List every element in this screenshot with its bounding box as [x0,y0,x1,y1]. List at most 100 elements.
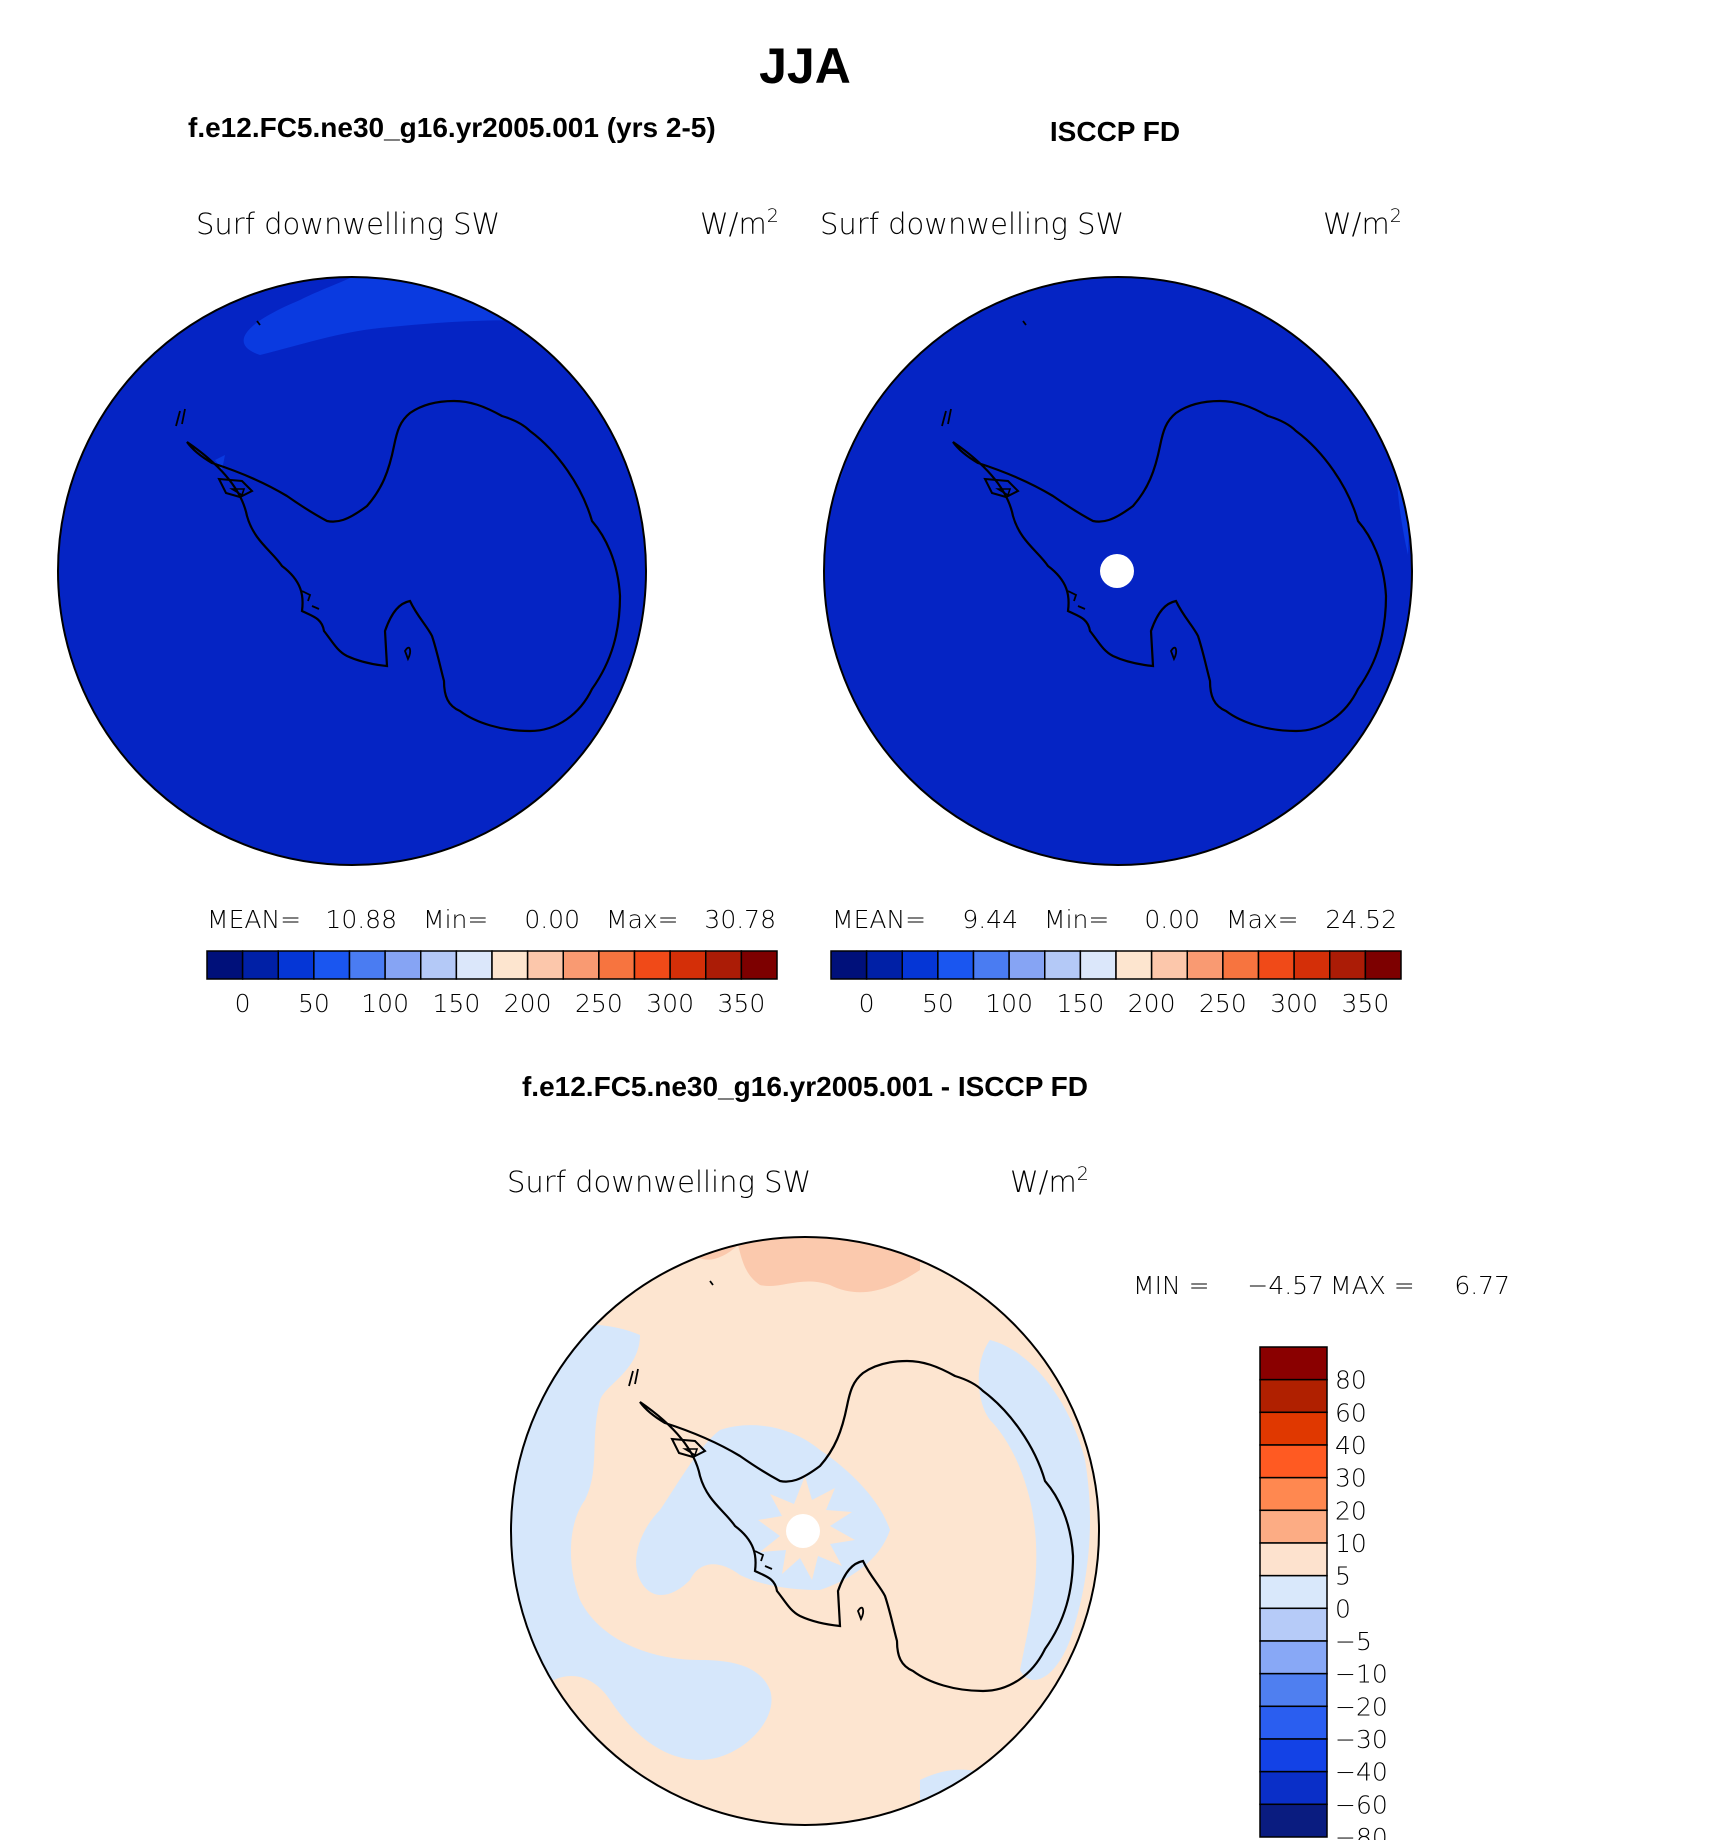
panel2-var-label: Surf downwelling SW [820,207,1124,241]
diff-colorbar-swatch [1259,1705,1328,1740]
diff-colorbar-swatch [1259,1378,1328,1414]
diff-negative-east [978,1340,1090,1680]
panel2-colorbar-swatch [1329,950,1367,980]
diff-colorbar-swatch [1259,1411,1328,1446]
panel1-colorbar-swatch [241,950,279,980]
diff-max-label: MAX = [1330,1271,1415,1300]
diff-colorbar-tick-label: 30 [1335,1464,1367,1493]
diff-max-value: 6.77 [1454,1271,1510,1300]
season-title: JJA [759,38,851,94]
panel2-mean-label: MEAN= [832,905,926,934]
panel1-colorbar-swatch [562,950,600,980]
diff-colorbar-tick-label: 60 [1335,1398,1367,1427]
panel1-colorbar-tick-label: 350 [718,989,766,1018]
panel2-colorbar-swatch [830,950,868,980]
diff-var-label: Surf downwelling SW [507,1165,811,1199]
diff-colorbar-tick-label: −20 [1335,1692,1388,1721]
diff-pole-hole [786,1514,820,1548]
panel2-pole-hole [1100,554,1134,588]
panel2-colorbar-swatch [901,950,939,980]
panel2-colorbar-tick-label: 150 [1057,989,1105,1018]
diff-colorbar-tick-label: 0 [1335,1594,1351,1623]
panel1-stats: MEAN= 10.88 Min= 0.00 Max= 30.78 [207,905,776,934]
panel1-colorbar-swatch [384,950,422,980]
panel2-colorbar-swatch [1115,950,1153,980]
panel2-stats: MEAN= 9.44 Min= 0.00 Max= 24.52 [832,905,1397,934]
diff-colorbar-tick-label: −30 [1335,1725,1388,1754]
diff-min-label: MIN = [1133,1271,1210,1300]
panel1-mean-label: MEAN= [207,905,301,934]
panel1-colorbar-swatch [420,950,458,980]
panel2-colorbar-tick-label: 350 [1342,989,1390,1018]
diff-colorbar-swatch [1259,1738,1328,1773]
panel1-colorbar-tick-label: 50 [298,989,330,1018]
panel2-min-label: Min= [1044,905,1109,934]
panel2-colorbar-tick-label: 100 [985,989,1033,1018]
diff-colorbar: 80 60 40 30 20 10 5 0 −5 −10 −20 −30 −40 −60 −80 [1259,1346,1388,1840]
panel2-colorbar-swatch [1150,950,1188,980]
panel2-colorbar-tick-label: 300 [1270,989,1318,1018]
panel1-ocean [58,277,646,865]
diff-colorbar-tick-label: −5 [1335,1627,1372,1656]
panel2-colorbar-tick-label: 200 [1128,989,1176,1018]
diff-colorbar-tick-label: 40 [1335,1431,1367,1460]
panel2-colorbar-swatch [1044,950,1082,980]
panel1-header: f.e12.FC5.ne30_g16.yr2005.001 (yrs 2-5) [188,112,716,143]
diff-colorbar-tick-label: 80 [1335,1366,1367,1395]
panel1-colorbar-tick-label: 250 [575,989,623,1018]
diff-colorbar-swatch [1259,1607,1328,1642]
diff-min-value: −4.57 [1247,1271,1324,1300]
diff-colorbar-swatch [1259,1444,1328,1479]
panel2-colorbar-swatch [1222,950,1260,980]
diff-colorbar-tick-label: 20 [1335,1496,1367,1525]
panel2-colorbar-swatch [865,950,903,980]
panel1-max-label: Max= [606,905,679,934]
panel1-colorbar-swatch [740,950,778,980]
diff-colorbar-swatch [1259,1672,1328,1708]
panel2-colorbar: 0 50 100 150 200 250 300 350 [830,950,1402,1018]
panel1-colorbar-swatch [313,950,351,980]
diff-colorbar-tick-label: 5 [1335,1562,1351,1591]
panel2-colorbar-swatch [1008,950,1046,980]
panel2-colorbar-tick-label: 250 [1199,989,1247,1018]
diff-negative-west [511,1324,772,1760]
panel2-colorbar-swatch [1079,950,1117,980]
panel2-colorbar-swatch [1257,950,1295,980]
panel1-colorbar-tick-label: 150 [433,989,481,1018]
diff-colorbar-swatch [1259,1770,1328,1806]
panel1-colorbar-swatch [598,950,636,980]
panel1-var-label: Surf downwelling SW [196,207,500,241]
panel1-colorbar-swatch [348,950,386,980]
panel2-max-label: Max= [1226,905,1299,934]
panel1-colorbar-tick-label: 0 [235,989,251,1018]
panel1-mean-value: 10.88 [325,905,397,934]
panel1-map-border [57,276,647,866]
panel2-map [823,276,1413,866]
diff-map-border [510,1236,1100,1826]
panel1-colorbar-swatch [526,950,564,980]
panel2-colorbar-swatch [1364,950,1402,980]
panel1-units: W/m2 [700,205,779,241]
panel1-colorbar-tick-label: 100 [361,989,409,1018]
diff-colorbar-tick-label: 10 [1335,1529,1367,1558]
panel2-mean-value: 9.44 [962,905,1018,934]
diff-colorbar-swatch [1259,1476,1328,1512]
diff-map [510,1236,1100,1826]
diff-colorbar-tick-label: −60 [1335,1790,1388,1819]
panel2-colorbar-swatch [1293,950,1331,980]
diff-colorbar-swatch [1259,1803,1328,1838]
diff-colorbar-swatch [1259,1640,1328,1675]
panel2-colorbar-swatch [937,950,975,980]
diff-colorbar-tick-label: −10 [1335,1660,1388,1689]
panel1-map [57,276,647,866]
diff-colorbar-swatch [1259,1346,1328,1381]
diff-units: W/m2 [1010,1163,1089,1199]
panel2-colorbar-swatch [972,950,1010,980]
panel1-colorbar-swatch [277,950,315,980]
panel1-colorbar-swatch [633,950,671,980]
panel1-colorbar-tick-label: 200 [504,989,552,1018]
diff-header: f.e12.FC5.ne30_g16.yr2005.001 - ISCCP FD [522,1071,1088,1102]
diff-colorbar-swatch [1259,1542,1328,1577]
panel1-min-label: Min= [423,905,488,934]
